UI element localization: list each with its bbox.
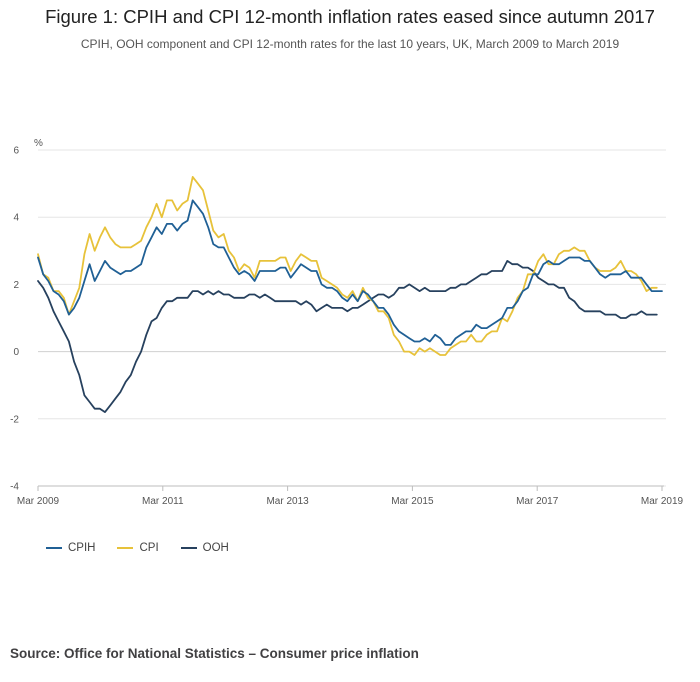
y-axis-unit-label: % [34,138,43,149]
chart-subtitle: CPIH, OOH component and CPI 12-month rat… [80,37,620,51]
series-line-ooh [37,260,658,413]
y-tick-label: -4 [10,482,19,493]
line-chart: % -4 -2 0 2 4 6 Mar 2009 Mar 2011 Mar 2013 Mar 20… [10,138,683,508]
chart-title: Figure 1: CPIH and CPI 12-month inflatio… [45,6,655,27]
series-line-cpih [37,199,663,346]
x-tick-label: Mar 2019 [641,496,684,507]
legend-item-cpih: CPIH [46,542,95,554]
legend: CPIH CPI OOH [46,542,229,554]
series-line-cpi [37,176,658,356]
x-tick-label: Mar 2013 [266,496,309,507]
legend-label: CPIH [68,542,96,554]
x-tick-label: Mar 2015 [391,496,434,507]
legend-label: OOH [202,542,229,554]
legend-label: CPI [139,542,159,554]
source-note: Source: Office for National Statistics –… [10,646,419,661]
series-lines [37,176,663,413]
axes: -4 -2 0 2 4 6 Mar 2009 Mar 2011 Mar 2013 Mar 2015… [10,146,683,508]
legend-swatch [117,547,134,549]
y-tick-label: 2 [13,280,19,291]
legend-swatch [46,547,62,549]
y-tick-label: 4 [13,213,19,224]
x-tick-label: Mar 2017 [516,496,559,507]
legend-item-cpi: CPI [117,542,159,554]
y-tick-label: 6 [13,146,19,157]
x-tick-label: Mar 2011 [142,496,184,507]
y-tick-label: 0 [13,347,19,358]
y-tick-label: -2 [10,414,19,425]
x-tick-label: Mar 2009 [17,496,60,507]
legend-swatch [180,547,197,549]
grid [38,149,666,487]
legend-item-ooh: OOH [180,542,229,554]
